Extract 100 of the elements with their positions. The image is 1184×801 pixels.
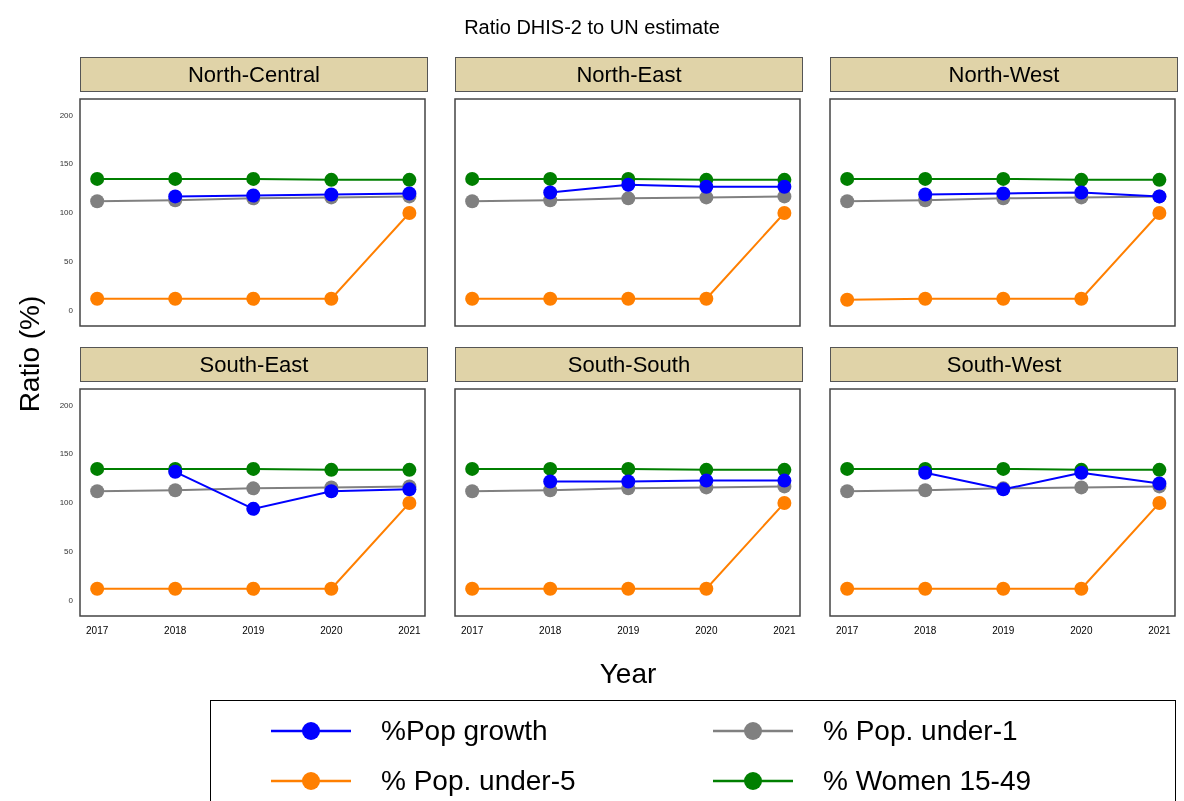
point	[465, 581, 480, 596]
x-tick-label: 2021	[773, 624, 796, 636]
point	[90, 461, 105, 476]
point	[246, 481, 261, 496]
point	[918, 483, 933, 498]
legend-label: %Pop growth	[381, 715, 548, 747]
point	[918, 581, 933, 596]
point	[777, 473, 792, 488]
point	[918, 187, 933, 202]
x-tick-label: 2017	[461, 624, 484, 636]
point	[840, 581, 855, 596]
point	[168, 291, 183, 306]
point	[168, 171, 183, 186]
text: Ratio DHIS-2 to UN estimate	[463, 16, 721, 39]
x-tick-label: 2018	[539, 624, 562, 636]
point	[1152, 495, 1167, 510]
point	[777, 495, 792, 510]
point	[465, 291, 480, 306]
x-tick-label: 2018	[164, 624, 187, 636]
point	[840, 484, 855, 499]
y-tick-label: 50	[64, 546, 74, 556]
x-tick-label: 2020	[695, 624, 718, 636]
point	[699, 473, 714, 488]
point	[1074, 480, 1089, 495]
point	[543, 461, 558, 476]
point	[168, 483, 183, 498]
point	[465, 194, 480, 209]
point	[90, 194, 105, 209]
x-tick-label: 2021	[1148, 624, 1171, 636]
x-tick-label: 2020	[320, 624, 343, 636]
point	[996, 171, 1011, 186]
legend-label: % Pop. under-5	[381, 765, 576, 797]
chart-title: North-East	[455, 57, 803, 92]
point	[996, 186, 1011, 201]
point	[402, 462, 417, 477]
y-tick-label: 200	[59, 400, 74, 410]
point	[621, 581, 636, 596]
point	[324, 462, 339, 477]
point	[918, 171, 933, 186]
y-tick-label: 150	[59, 449, 74, 459]
point	[246, 461, 261, 476]
point	[996, 581, 1011, 596]
y-tick-label: 100	[59, 208, 74, 218]
legend-label: % Pop. under-1	[823, 715, 1018, 747]
y-tick-label: 0	[68, 595, 74, 605]
x-tick-label: 2018	[914, 624, 937, 636]
point	[840, 461, 855, 476]
chart-title: South-East	[80, 347, 428, 382]
point	[1074, 172, 1089, 187]
point	[918, 465, 933, 480]
point	[465, 171, 480, 186]
point	[777, 179, 792, 194]
x-tick-label: 2019	[242, 624, 265, 636]
point	[1074, 581, 1089, 596]
point	[246, 501, 261, 516]
point	[621, 474, 636, 489]
point	[840, 292, 855, 307]
point	[90, 171, 105, 186]
point	[699, 581, 714, 596]
x-tick-label: 2019	[617, 624, 640, 636]
point	[324, 172, 339, 187]
point	[324, 291, 339, 306]
point	[90, 484, 105, 499]
point	[246, 291, 261, 306]
x-tick-label: 2019	[992, 624, 1015, 636]
point	[324, 484, 339, 499]
x-tick-label: 2017	[86, 624, 109, 636]
point	[543, 171, 558, 186]
y-tick-label: 200	[59, 110, 74, 120]
point	[996, 461, 1011, 476]
x-tick-label: 2017	[836, 624, 859, 636]
point	[1074, 291, 1089, 306]
point	[621, 191, 636, 206]
point	[543, 185, 558, 200]
point	[543, 581, 558, 596]
point	[1152, 462, 1167, 477]
point	[465, 484, 480, 499]
point	[699, 179, 714, 194]
y-tick-label: 150	[59, 159, 74, 169]
point	[621, 291, 636, 306]
point	[840, 194, 855, 209]
point	[1074, 185, 1089, 200]
point	[90, 581, 105, 596]
point	[840, 171, 855, 186]
x-tick-label: 2021	[398, 624, 421, 636]
x-tick-label: 2020	[1070, 624, 1093, 636]
point	[777, 205, 792, 220]
point	[168, 581, 183, 596]
point	[918, 291, 933, 306]
point	[621, 461, 636, 476]
point	[402, 172, 417, 187]
y-axis-title: Ratio (%)	[14, 294, 46, 415]
point	[246, 171, 261, 186]
point	[168, 189, 183, 204]
point	[996, 291, 1011, 306]
x-axis-title: Year	[598, 658, 658, 690]
point	[1152, 205, 1167, 220]
point	[90, 291, 105, 306]
point	[543, 291, 558, 306]
point	[402, 205, 417, 220]
